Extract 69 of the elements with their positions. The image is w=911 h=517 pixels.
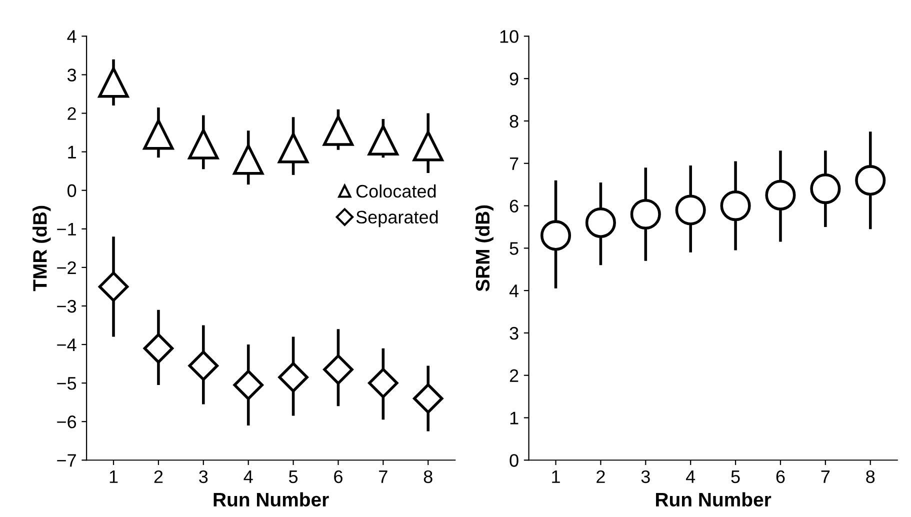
x-tick-label: 4 — [686, 470, 696, 483]
x-axis-title: Run Number — [214, 492, 329, 507]
point — [368, 368, 398, 398]
y-tick-label: −1 — [57, 223, 76, 236]
point — [720, 190, 751, 222]
y-tick-label: 1 — [510, 412, 518, 424]
point — [98, 67, 129, 98]
y-tick-label: 5 — [510, 242, 518, 255]
point — [143, 333, 174, 364]
point — [412, 130, 444, 162]
x-tick-label: 6 — [334, 470, 342, 484]
point — [322, 115, 354, 146]
point — [278, 132, 309, 164]
y-tick-label: 6 — [510, 200, 518, 212]
x-tick-label: 1 — [552, 470, 560, 483]
y-tick-label: −7 — [57, 454, 76, 467]
x-tick-label: 8 — [424, 470, 432, 484]
y-tick-label: 2 — [510, 369, 518, 382]
point — [765, 180, 796, 210]
point — [98, 272, 129, 302]
point — [630, 198, 661, 230]
point — [188, 128, 219, 160]
point — [143, 119, 174, 150]
x-tick-label: 8 — [866, 470, 875, 484]
y-tick-label: 3 — [67, 68, 76, 82]
point — [233, 144, 264, 175]
y-axis-title: SRM (dB) — [475, 205, 494, 292]
y-axis-title: TMR (dB) — [32, 206, 51, 292]
x-tick-label: 2 — [154, 470, 163, 483]
x-tick-label: 4 — [244, 470, 253, 483]
point — [540, 220, 572, 251]
x-tick-label: 1 — [110, 470, 118, 483]
x-axis-title: Run Number — [656, 492, 772, 507]
y-tick-label: 0 — [67, 184, 76, 198]
point — [412, 383, 444, 414]
y-tick-label: 4 — [67, 30, 76, 43]
point — [323, 354, 354, 385]
y-tick-label: 1 — [68, 146, 76, 158]
y-tick-label: 8 — [510, 114, 518, 128]
x-tick-label: 2 — [596, 470, 605, 483]
y-tick-label: −6 — [57, 416, 76, 428]
x-tick-label: 3 — [641, 470, 650, 484]
y-tick-label: 10 — [500, 30, 518, 43]
y-tick-label: 2 — [68, 107, 76, 120]
point — [585, 207, 616, 238]
y-tick-label: 9 — [510, 72, 518, 86]
y-tick-label: 0 — [510, 454, 518, 467]
y-tick-label: 7 — [510, 157, 518, 170]
legend-label: Separated — [356, 210, 438, 228]
point — [855, 165, 886, 196]
x-tick-label: 5 — [288, 470, 298, 484]
point — [188, 350, 219, 381]
y-tick-label: −4 — [57, 338, 76, 352]
x-tick-label: 6 — [776, 470, 785, 484]
x-tick-label: 7 — [821, 470, 830, 483]
point — [675, 194, 706, 226]
point — [233, 370, 264, 400]
point — [278, 362, 308, 392]
y-tick-label: −5 — [57, 377, 76, 390]
x-tick-label: 5 — [731, 470, 740, 484]
legend-label: Colocated — [356, 184, 436, 198]
x-tick-label: 3 — [199, 470, 208, 484]
y-tick-label: −3 — [57, 300, 76, 313]
point — [810, 174, 841, 204]
y-tick-label: 4 — [509, 284, 519, 298]
y-tick-label: 3 — [510, 326, 518, 340]
y-tick-label: −2 — [57, 261, 76, 274]
point — [368, 124, 398, 156]
x-tick-label: 7 — [379, 470, 388, 483]
